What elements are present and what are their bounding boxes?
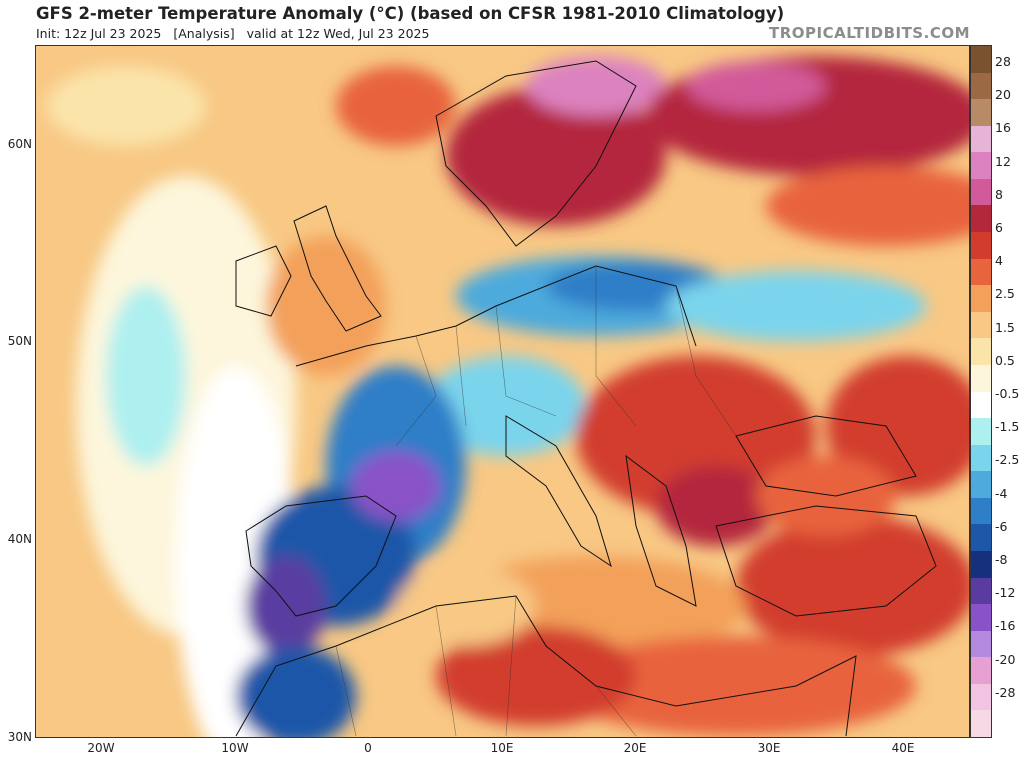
coast-iberia	[245, 495, 397, 617]
lon-label-10e: 10E	[490, 741, 514, 755]
init-time: Init: 12z Jul 23 2025	[36, 26, 162, 41]
colorbar-label: 4	[995, 253, 1003, 269]
analysis-tag: [Analysis]	[173, 26, 235, 41]
colorbar-label: -16	[995, 618, 1016, 634]
valid-time: valid at 12z Wed, Jul 23 2025	[246, 26, 430, 41]
colorbar-segment	[971, 152, 991, 180]
country-borders	[335, 266, 737, 737]
colorbar-segment	[971, 391, 991, 419]
lon-label-30e: 30E	[757, 741, 781, 755]
map-title: GFS 2-meter Temperature Anomaly (°C) (ba…	[36, 4, 785, 23]
colorbar-label: 0.5	[995, 352, 1015, 368]
brand-watermark[interactable]: TROPICALTIDBITS.COM	[769, 24, 970, 42]
colorbar	[970, 45, 992, 738]
lon-label-0: 0	[364, 741, 372, 755]
anomaly-field	[46, 56, 969, 737]
colorbar-label: -20	[995, 651, 1016, 667]
colorbar-label: 16	[995, 120, 1011, 136]
lat-label-30n: 30N	[7, 730, 32, 744]
colorbar-segment	[971, 550, 991, 578]
colorbar-segment	[971, 497, 991, 525]
colorbar-segment	[971, 125, 991, 153]
colorbar-segment	[971, 657, 991, 685]
lat-label-50n: 50N	[7, 334, 32, 348]
coast-north-europe	[295, 265, 697, 367]
colorbar-segment	[971, 232, 991, 260]
colorbar-segment	[971, 178, 991, 206]
colorbar-segment	[971, 577, 991, 605]
colorbar-segment	[971, 471, 991, 499]
lon-label-20w: 20W	[87, 741, 115, 755]
lat-label-40n: 40N	[7, 532, 32, 546]
coast-great-britain	[293, 205, 382, 332]
colorbar-segment	[971, 630, 991, 658]
colorbar-segment	[971, 311, 991, 339]
lon-label-40e: 40E	[891, 741, 915, 755]
colorbar-label: -8	[995, 552, 1008, 567]
coast-balkans	[625, 454, 697, 607]
colorbar-label: -2.5	[995, 452, 1020, 468]
colorbar-label: 28	[995, 54, 1011, 69]
lon-label-20e: 20E	[623, 741, 647, 755]
colorbar-label: 6	[995, 220, 1003, 235]
colorbar-segment	[971, 258, 991, 286]
colorbar-label: -1.5	[995, 419, 1020, 435]
coastlines	[235, 60, 937, 737]
colorbar-label: 1.5	[995, 319, 1015, 335]
colorbar-segment	[971, 99, 991, 127]
colorbar-label: -6	[995, 518, 1008, 534]
colorbar-label: -12	[995, 585, 1016, 601]
colorbar-label: 12	[995, 153, 1011, 169]
lon-label-10w: 10W	[221, 741, 249, 755]
lat-label-60n: 60N	[7, 137, 32, 151]
coast-italy	[505, 415, 612, 568]
colorbar-segment	[971, 72, 991, 100]
colorbar-segment	[971, 418, 991, 446]
colorbar-label: -28	[995, 684, 1016, 700]
anomaly-map-svg	[36, 46, 969, 737]
colorbar-segment	[971, 444, 991, 472]
colorbar-segment	[971, 604, 991, 632]
colorbar-segment	[971, 205, 991, 233]
coast-turkey	[715, 505, 937, 617]
map-subtitle: Init: 12z Jul 23 2025 [Analysis] valid a…	[36, 26, 437, 41]
colorbar-segment	[971, 710, 991, 738]
colorbar-segment	[971, 683, 991, 711]
colorbar-segment	[971, 338, 991, 366]
colorbar-segment	[971, 285, 991, 313]
coast-ireland	[235, 245, 292, 317]
colorbar-segment	[971, 364, 991, 392]
coast-black-sea	[735, 415, 917, 497]
colorbar-label: 2.5	[995, 286, 1015, 302]
colorbar-label: -0.5	[995, 386, 1020, 401]
coast-north-africa	[235, 595, 857, 737]
colorbar-label: 8	[995, 186, 1003, 202]
coast-scandinavia	[435, 60, 637, 247]
colorbar-segment	[971, 524, 991, 552]
colorbar-label: 20	[995, 87, 1011, 103]
colorbar-label: -4	[995, 485, 1008, 501]
anomaly-map	[35, 45, 970, 738]
colorbar-segment	[971, 46, 991, 73]
